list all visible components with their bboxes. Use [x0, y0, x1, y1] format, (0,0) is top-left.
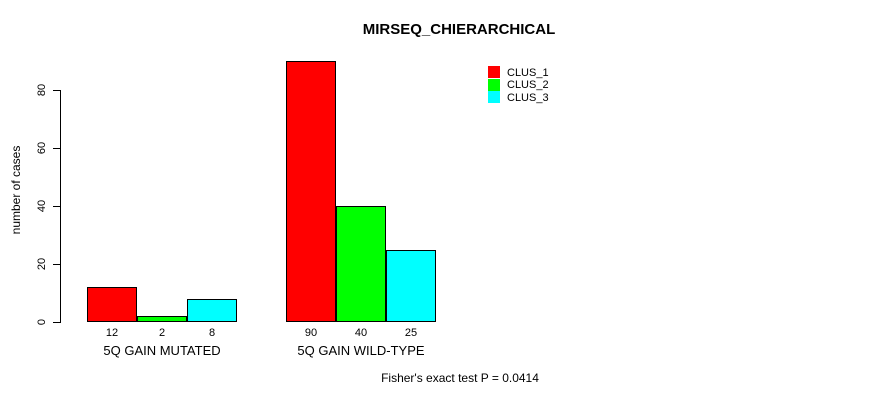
bar-clus_2-2: [336, 206, 386, 322]
y-tick-mark: [53, 322, 60, 323]
bar-clus_2-1: [137, 316, 187, 322]
category-label: 5Q GAIN MUTATED: [103, 343, 221, 358]
bar-value-label: 12: [105, 327, 119, 339]
category-label: 5Q GAIN WILD-TYPE: [297, 343, 425, 358]
bar-value-label: 90: [304, 327, 318, 339]
bar-value-label: 25: [404, 327, 418, 339]
legend-label: CLUS_2: [507, 79, 549, 91]
legend-swatch-clus_2: [488, 78, 500, 91]
y-tick-label: 60: [36, 141, 48, 155]
legend-swatch-clus_1: [488, 66, 500, 78]
y-tick-label: 0: [36, 318, 48, 326]
y-tick-mark: [53, 148, 60, 149]
bar-clus_3-2: [386, 249, 436, 322]
chart-title: MIRSEQ_CHIERARCHICAL: [362, 21, 556, 38]
bar-clus_1-2: [286, 61, 336, 322]
y-tick-label: 20: [36, 257, 48, 271]
bar-value-label: 2: [158, 327, 166, 339]
y-tick-mark: [53, 264, 60, 265]
legend-label: CLUS_3: [507, 91, 549, 104]
y-axis-label: number of cases: [9, 145, 23, 235]
y-tick-mark: [53, 206, 60, 207]
legend-label: CLUS_1: [507, 66, 549, 79]
bar-clus_3-1: [187, 298, 237, 322]
y-tick-mark: [53, 90, 60, 91]
bar-clus_1-1: [87, 287, 137, 322]
y-tick-label: 40: [36, 199, 48, 213]
annotation-text: Fisher's exact test P = 0.0414: [381, 371, 539, 385]
legend-swatch-clus_3: [488, 91, 500, 103]
bar-value-label: 40: [354, 327, 368, 339]
bar-value-label: 8: [208, 327, 216, 339]
y-tick-label: 80: [36, 83, 48, 97]
y-axis-line: [60, 90, 61, 323]
